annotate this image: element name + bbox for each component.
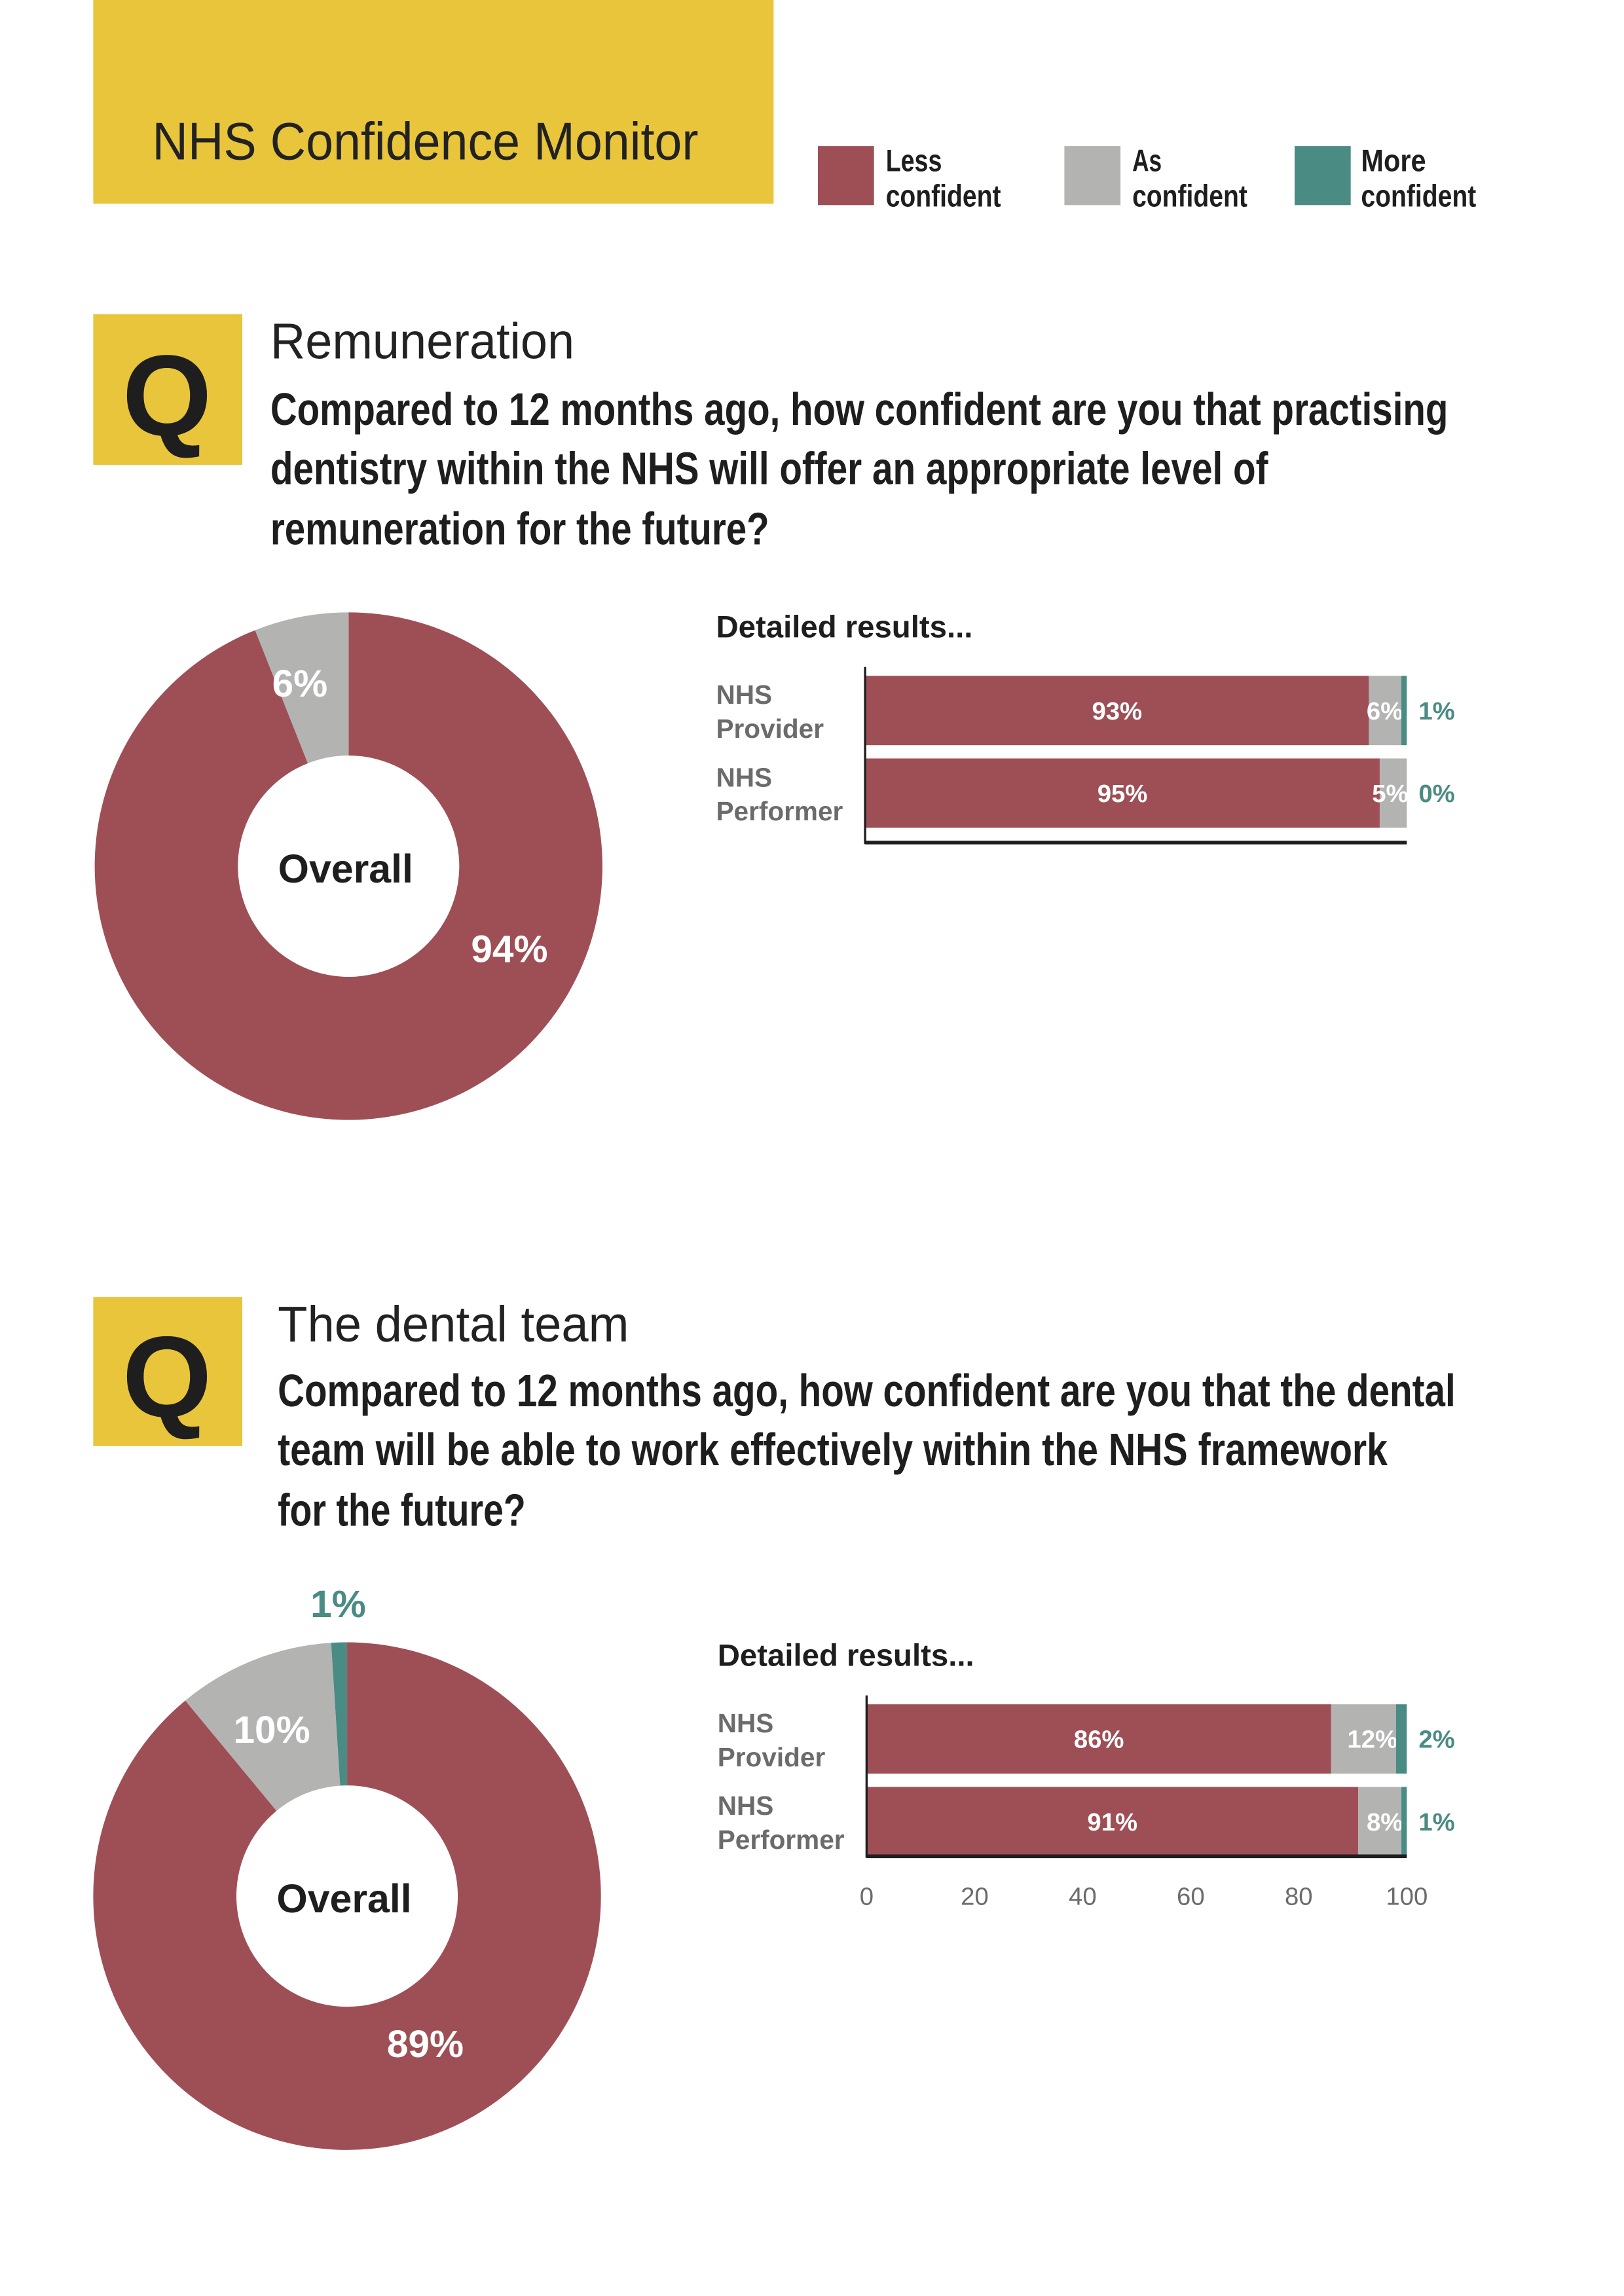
legend-label-as-2: confident [1132,179,1247,214]
q-badge-letter: Q [122,332,212,460]
header-banner [93,0,774,204]
bar-category-label: Provider [716,714,824,744]
x-tick-label: 100 [1386,1883,1428,1911]
donut-slice-label: 89% [387,2023,464,2066]
legend: Less confident As confident More confide… [818,143,1476,214]
question-line: dentistry within the NHS will offer an a… [270,443,1268,494]
question-line: for the future? [278,1484,526,1535]
legend-swatch-as [1064,146,1121,206]
bar-segment-less [866,1704,1331,1774]
donut-slice-less [94,612,602,1120]
bar-segment-as [1358,1787,1402,1857]
bar-segment-as [1379,758,1407,828]
bar-segment-less [865,758,1380,828]
donut-center-label: Overall [276,1876,411,1921]
overall-donut-chart: 89% 10% 1% Overall [93,1583,601,2150]
bar-value-label: 1% [1418,697,1454,725]
legend-label-less: Less [886,143,942,178]
donut-slice-label: 94% [471,928,547,971]
bar-value-label: 86% [1074,1726,1124,1754]
bar-value-label: 91% [1087,1808,1137,1836]
bar-category-label: NHS [718,1708,774,1738]
donut-slice-more [331,1642,348,1786]
donut-center-label: Overall [278,847,413,891]
x-tick-label: 0 [860,1883,874,1911]
bar-value-label: 1% [1418,1808,1454,1836]
page-title: NHS Confidence Monitor [153,112,699,171]
donut-slice-label: 1% [310,1583,366,1626]
q-badge [93,1297,243,1446]
bar-category-label: NHS [716,680,772,710]
bar-segment-more [1401,676,1407,746]
bar-value-label: 2% [1418,1726,1454,1754]
bar-value-label: 0% [1418,780,1454,808]
bar-value-label: 93% [1092,697,1142,725]
legend-label-more: More [1361,143,1426,178]
bar-category-label: Provider [718,1742,826,1772]
bar-value-label: 12% [1347,1726,1397,1754]
legend-swatch-less [818,146,874,206]
bar-value-label: 8% [1367,1808,1403,1836]
donut-slice-label: 6% [272,663,328,705]
detailed-results-title: Detailed results... [716,610,972,645]
bar-segment-more [1401,1787,1407,1857]
bar-segment-as [1369,676,1402,746]
legend-swatch-more [1295,146,1351,206]
bar-segment-less [865,676,1369,746]
section-topic: The dental team [278,1297,629,1353]
overall-donut-chart: 94% 6% Overall [94,612,602,1120]
section-topic: Remuneration [270,314,574,370]
legend-label-less-2: confident [886,179,1001,214]
bar-category-label: Performer [718,1825,845,1855]
bar-value-label: 6% [1367,697,1403,725]
bar-value-label: 95% [1098,780,1148,808]
donut-slice-as [255,612,349,763]
detailed-bar-chart: NHS Provider 93% 6% 1% NHS Performer 95% 5% 0% [716,666,1455,845]
bar-category-label: Performer [716,796,843,826]
q-badge [93,314,243,465]
legend-label-as: As [1132,143,1162,178]
bar-segment-as [1331,1704,1396,1774]
bar-category-label: NHS [716,762,772,792]
bar-value-label: 5% [1372,780,1408,808]
detailed-bar-chart: NHS Provider 86% 12% 2% NHS Performer 91% 8% 1% 0 2… [718,1695,1455,1911]
question-line: Compared to 12 months ago, how confident… [270,384,1449,435]
x-tick-label: 20 [961,1883,989,1911]
donut-slice-as [185,1643,341,1811]
bar-segment-more [1395,1704,1407,1774]
question-line: team will be able to work effectively wi… [278,1424,1388,1475]
donut-slice-label: 10% [233,1709,310,1751]
x-tick-label: 40 [1069,1883,1097,1911]
bar-category-label: NHS [718,1791,774,1821]
question-section-dental-team: Q The dental team Compared to 12 months … [93,1297,1456,1673]
q-badge-letter: Q [122,1313,212,1442]
bar-segment-less [866,1787,1359,1857]
x-tick-label: 60 [1177,1883,1205,1911]
question-line: remuneration for the future? [270,503,769,555]
question-section-remuneration: Q Remuneration Compared to 12 months ago… [93,314,1448,645]
legend-label-more-2: confident [1361,179,1476,214]
x-tick-label: 80 [1285,1883,1313,1911]
donut-slice-less [93,1642,601,2150]
detailed-results-title: Detailed results... [718,1639,974,1673]
question-line: Compared to 12 months ago, how confident… [278,1365,1456,1416]
